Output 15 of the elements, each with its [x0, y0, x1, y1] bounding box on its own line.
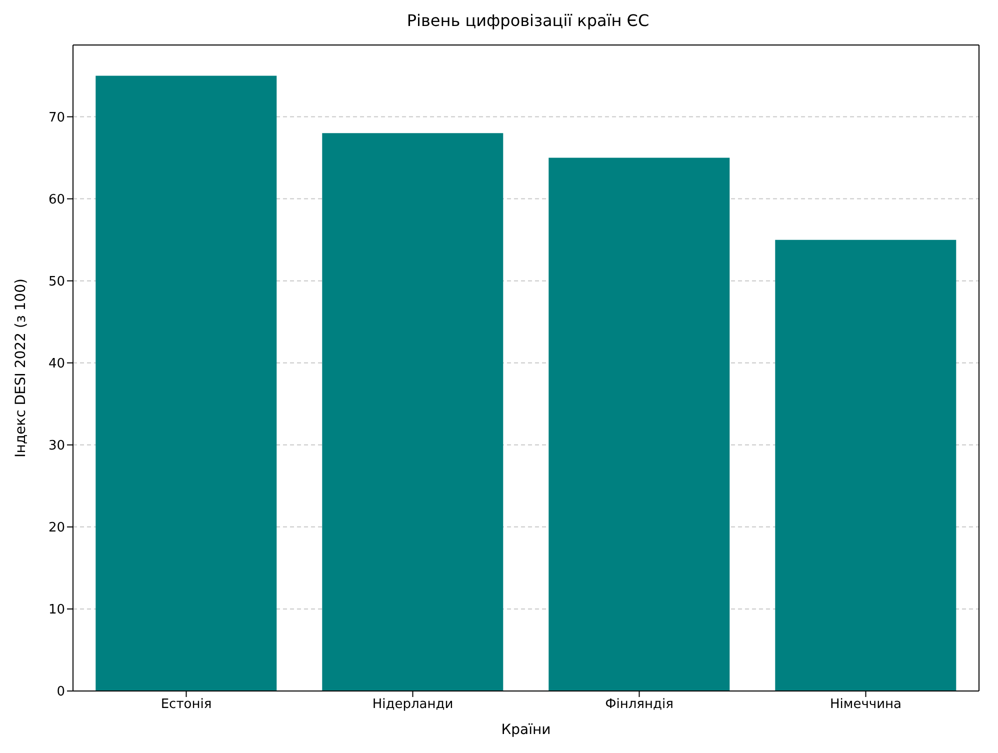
y-tick-label: 30	[48, 438, 65, 454]
y-tick-label: 40	[48, 356, 65, 372]
x-tick-label: Нідерланди	[372, 697, 454, 712]
y-tick-label: 10	[48, 602, 65, 618]
x-tick-label: Естонія	[160, 697, 212, 712]
chart-title: Рівень цифровізації країн ЄС	[406, 10, 650, 32]
y-tick-label: 50	[48, 274, 65, 290]
x-tick-label: Німеччина	[830, 697, 902, 712]
y-axis-title: Індекс DESI 2022 (з 100)	[12, 278, 29, 458]
y-tick-label: 60	[48, 192, 65, 208]
y-tick-label: 0	[56, 684, 65, 700]
y-tick-label: 70	[48, 110, 65, 126]
x-tick-label: Фінляндія	[605, 697, 674, 712]
y-tick-label: 20	[48, 520, 65, 536]
x-axis-title: Країни	[501, 722, 551, 738]
